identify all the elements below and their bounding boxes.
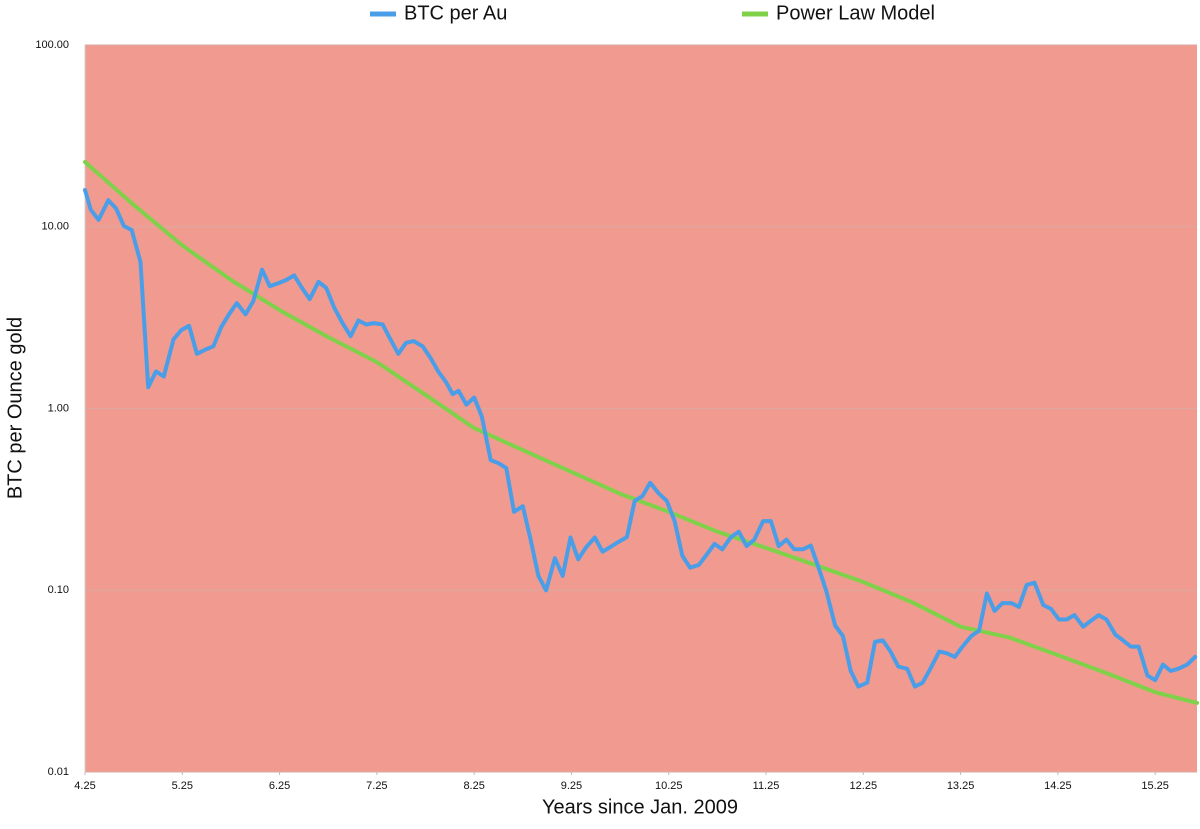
y-tick-label: 10.00 [41, 221, 69, 233]
x-tick-label: 14.25 [1044, 780, 1072, 792]
legend-label: BTC per Au [404, 2, 507, 24]
series-line [83, 188, 1198, 689]
y-tick-label: 100.00 [35, 39, 69, 51]
x-axis-title: Years since Jan. 2009 [542, 796, 738, 818]
x-tick-label: 12.25 [850, 780, 878, 792]
y-tick-label: 0.01 [48, 766, 69, 778]
series-line [83, 160, 1199, 705]
y-axis-title: BTC per Ounce gold [4, 317, 26, 499]
x-tick-label: 11.25 [753, 780, 780, 792]
x-tick-label: 8.25 [463, 780, 484, 792]
x-tick-label: 7.25 [366, 780, 387, 792]
x-tick-label: 10.25 [655, 780, 683, 792]
y-tick-label: 0.10 [48, 584, 69, 596]
x-tick-label: 4.25 [74, 780, 95, 792]
y-tick-label: 1.00 [48, 402, 69, 414]
x-tick-label: 15.25 [1141, 780, 1169, 792]
x-tick-label: 6.25 [269, 780, 290, 792]
x-tick-label: 9.25 [561, 780, 582, 792]
x-tick-label: 5.25 [172, 780, 193, 792]
x-tick-label: 13.25 [947, 780, 975, 792]
legend-label: Power Law Model [776, 2, 935, 24]
